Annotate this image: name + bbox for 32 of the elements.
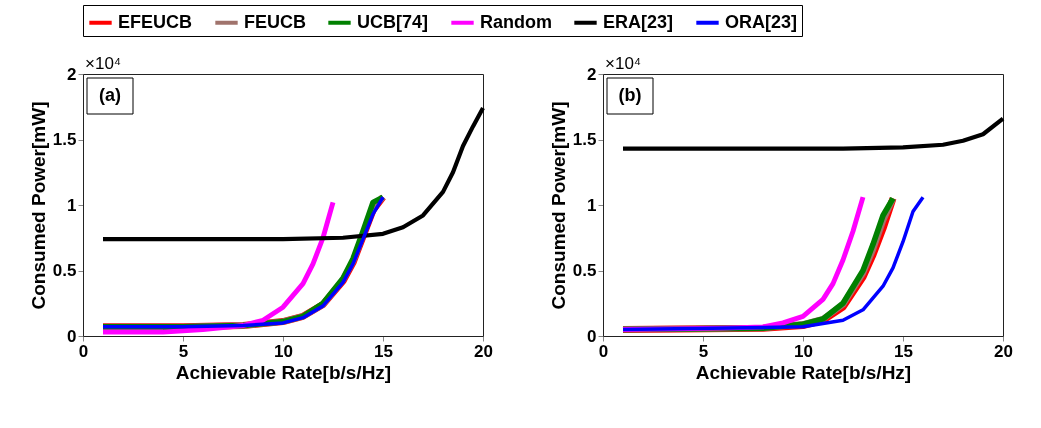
x-axis-title: Achievable Rate[b/s/Hz]: [175, 361, 392, 383]
y-tick-label: 0: [587, 326, 597, 346]
annotation: (b): [618, 85, 642, 105]
x-tick-label: 20: [474, 341, 493, 361]
x-tick-label: 5: [698, 341, 709, 361]
y-tick-label: 1.5: [52, 130, 77, 149]
y-tick-label: 0: [67, 326, 77, 346]
x-tick-label: 15: [374, 341, 393, 361]
x-axis-title: Achievable Rate[b/s/Hz]: [695, 361, 912, 383]
x-tick-label: 15: [894, 341, 913, 361]
x-tick-label: 20: [994, 341, 1013, 361]
y-tick-label: 2: [67, 64, 77, 84]
legend-label: ORA[23]: [725, 11, 798, 32]
y-axis-title: Consumed Power[mW]: [27, 101, 49, 310]
x-tick-label: 10: [794, 341, 813, 361]
legend-label: FEUCB: [244, 11, 306, 32]
x-tick-label: 5: [178, 341, 189, 361]
legend-label: UCB[74]: [357, 11, 429, 32]
y-axis-title: Consumed Power[mW]: [547, 101, 569, 310]
y-tick-label: 1: [67, 195, 77, 215]
y-tick-label: 0.5: [52, 261, 77, 280]
x-tick-label: 10: [274, 341, 293, 361]
legend-label: EFEUCB: [118, 11, 193, 32]
y-tick-label: 0.5: [572, 261, 597, 280]
legend-label: Random: [480, 11, 552, 32]
legend-label: ERA[23]: [603, 11, 674, 32]
text: ×10⁴: [605, 54, 642, 73]
y-tick-label: 1: [587, 195, 597, 215]
text: ×10⁴: [85, 54, 122, 73]
annotation: (a): [99, 85, 121, 105]
y-tick-label: 1.5: [572, 130, 597, 149]
y-tick-label: 2: [587, 64, 597, 84]
